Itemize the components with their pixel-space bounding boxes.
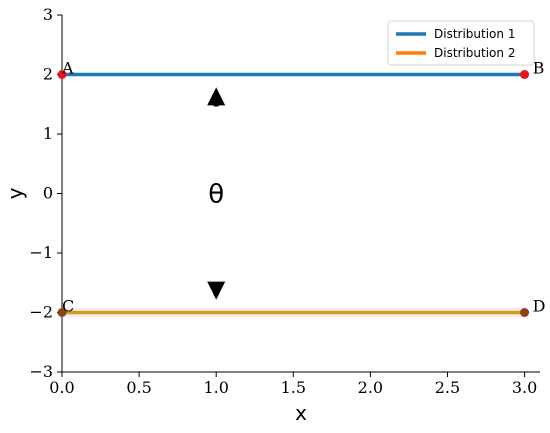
data-point: [520, 70, 530, 79]
theta-background: [204, 166, 229, 221]
data-point: [57, 308, 67, 317]
x-tick-label: 1.0: [203, 378, 228, 397]
x-tick-label: 0.5: [126, 378, 151, 397]
x-tick-label: 3.0: [512, 378, 537, 397]
y-tick-label: 3: [43, 5, 53, 24]
y-tick-label: −3: [29, 362, 53, 381]
x-tick-label: 2.0: [358, 378, 383, 397]
y-tick-label: 2: [43, 65, 53, 84]
x-tick-label: 0.0: [49, 378, 74, 397]
y-tick-label: 0: [43, 184, 53, 203]
point-label: C: [62, 297, 74, 316]
arrow-head-down: [207, 281, 226, 300]
point-label: A: [61, 59, 74, 78]
y-tick-label: −1: [29, 243, 53, 262]
legend-label: Distribution 2: [434, 46, 515, 60]
y-axis-label: y: [3, 187, 27, 199]
arrow-head-up: [207, 87, 226, 106]
data-point: [520, 308, 530, 317]
x-tick-label: 2.5: [435, 378, 460, 397]
legend-label: Distribution 1: [434, 27, 515, 41]
y-tick-label: 1: [43, 124, 53, 143]
y-tick-label: −2: [29, 303, 53, 322]
x-tick-label: 1.5: [281, 378, 306, 397]
point-label: D: [533, 297, 546, 316]
x-axis-label: x: [295, 401, 307, 425]
data-point: [57, 70, 67, 79]
point-label: B: [533, 59, 545, 78]
theta-label: θ: [208, 180, 224, 210]
